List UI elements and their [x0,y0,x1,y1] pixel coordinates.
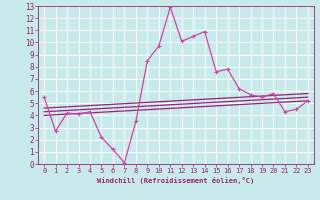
X-axis label: Windchill (Refroidissement éolien,°C): Windchill (Refroidissement éolien,°C) [97,177,255,184]
